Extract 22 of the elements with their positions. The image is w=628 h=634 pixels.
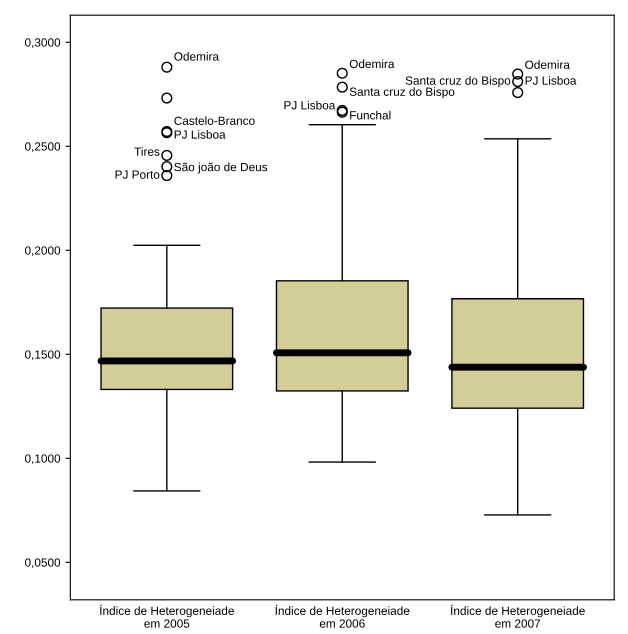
y-tick-label: 0,3000: [24, 38, 60, 48]
annotation: PJ Lisboa: [174, 130, 226, 139]
annotation: Santa cruz do Bispo: [350, 87, 454, 98]
x-tick-label: Índice de Heterogeneiade em 2005: [100, 604, 234, 628]
annotation: Odemira: [350, 59, 394, 68]
x-tick-label: Índice de Heterogeneiade em 2006: [275, 604, 410, 628]
annotation: PJ Porto: [116, 170, 160, 179]
annotation: PJ Lisboa: [284, 100, 336, 110]
y-tick-label: 0,2500: [24, 142, 60, 152]
annotation: Tires: [134, 147, 160, 156]
y-tick-label: 0,0500: [24, 558, 60, 568]
y-tick-label: 0,1000: [24, 454, 60, 464]
annotation: Castelo-Branco: [174, 116, 255, 125]
annotation: Santa cruz do Bispo: [406, 76, 510, 88]
x-tick-label: Índice de Heterogeneiade em 2007: [450, 604, 585, 628]
annotation: São joão de Deus: [174, 162, 268, 174]
annotation: Odemira: [174, 52, 220, 61]
annotation: PJ Lisboa: [526, 76, 576, 85]
y-tick-label: 0,1500: [24, 350, 60, 360]
y-tick-label: 0,2000: [24, 246, 60, 256]
annotation: Funchal: [350, 110, 390, 120]
annotation: Odemira: [525, 60, 570, 69]
